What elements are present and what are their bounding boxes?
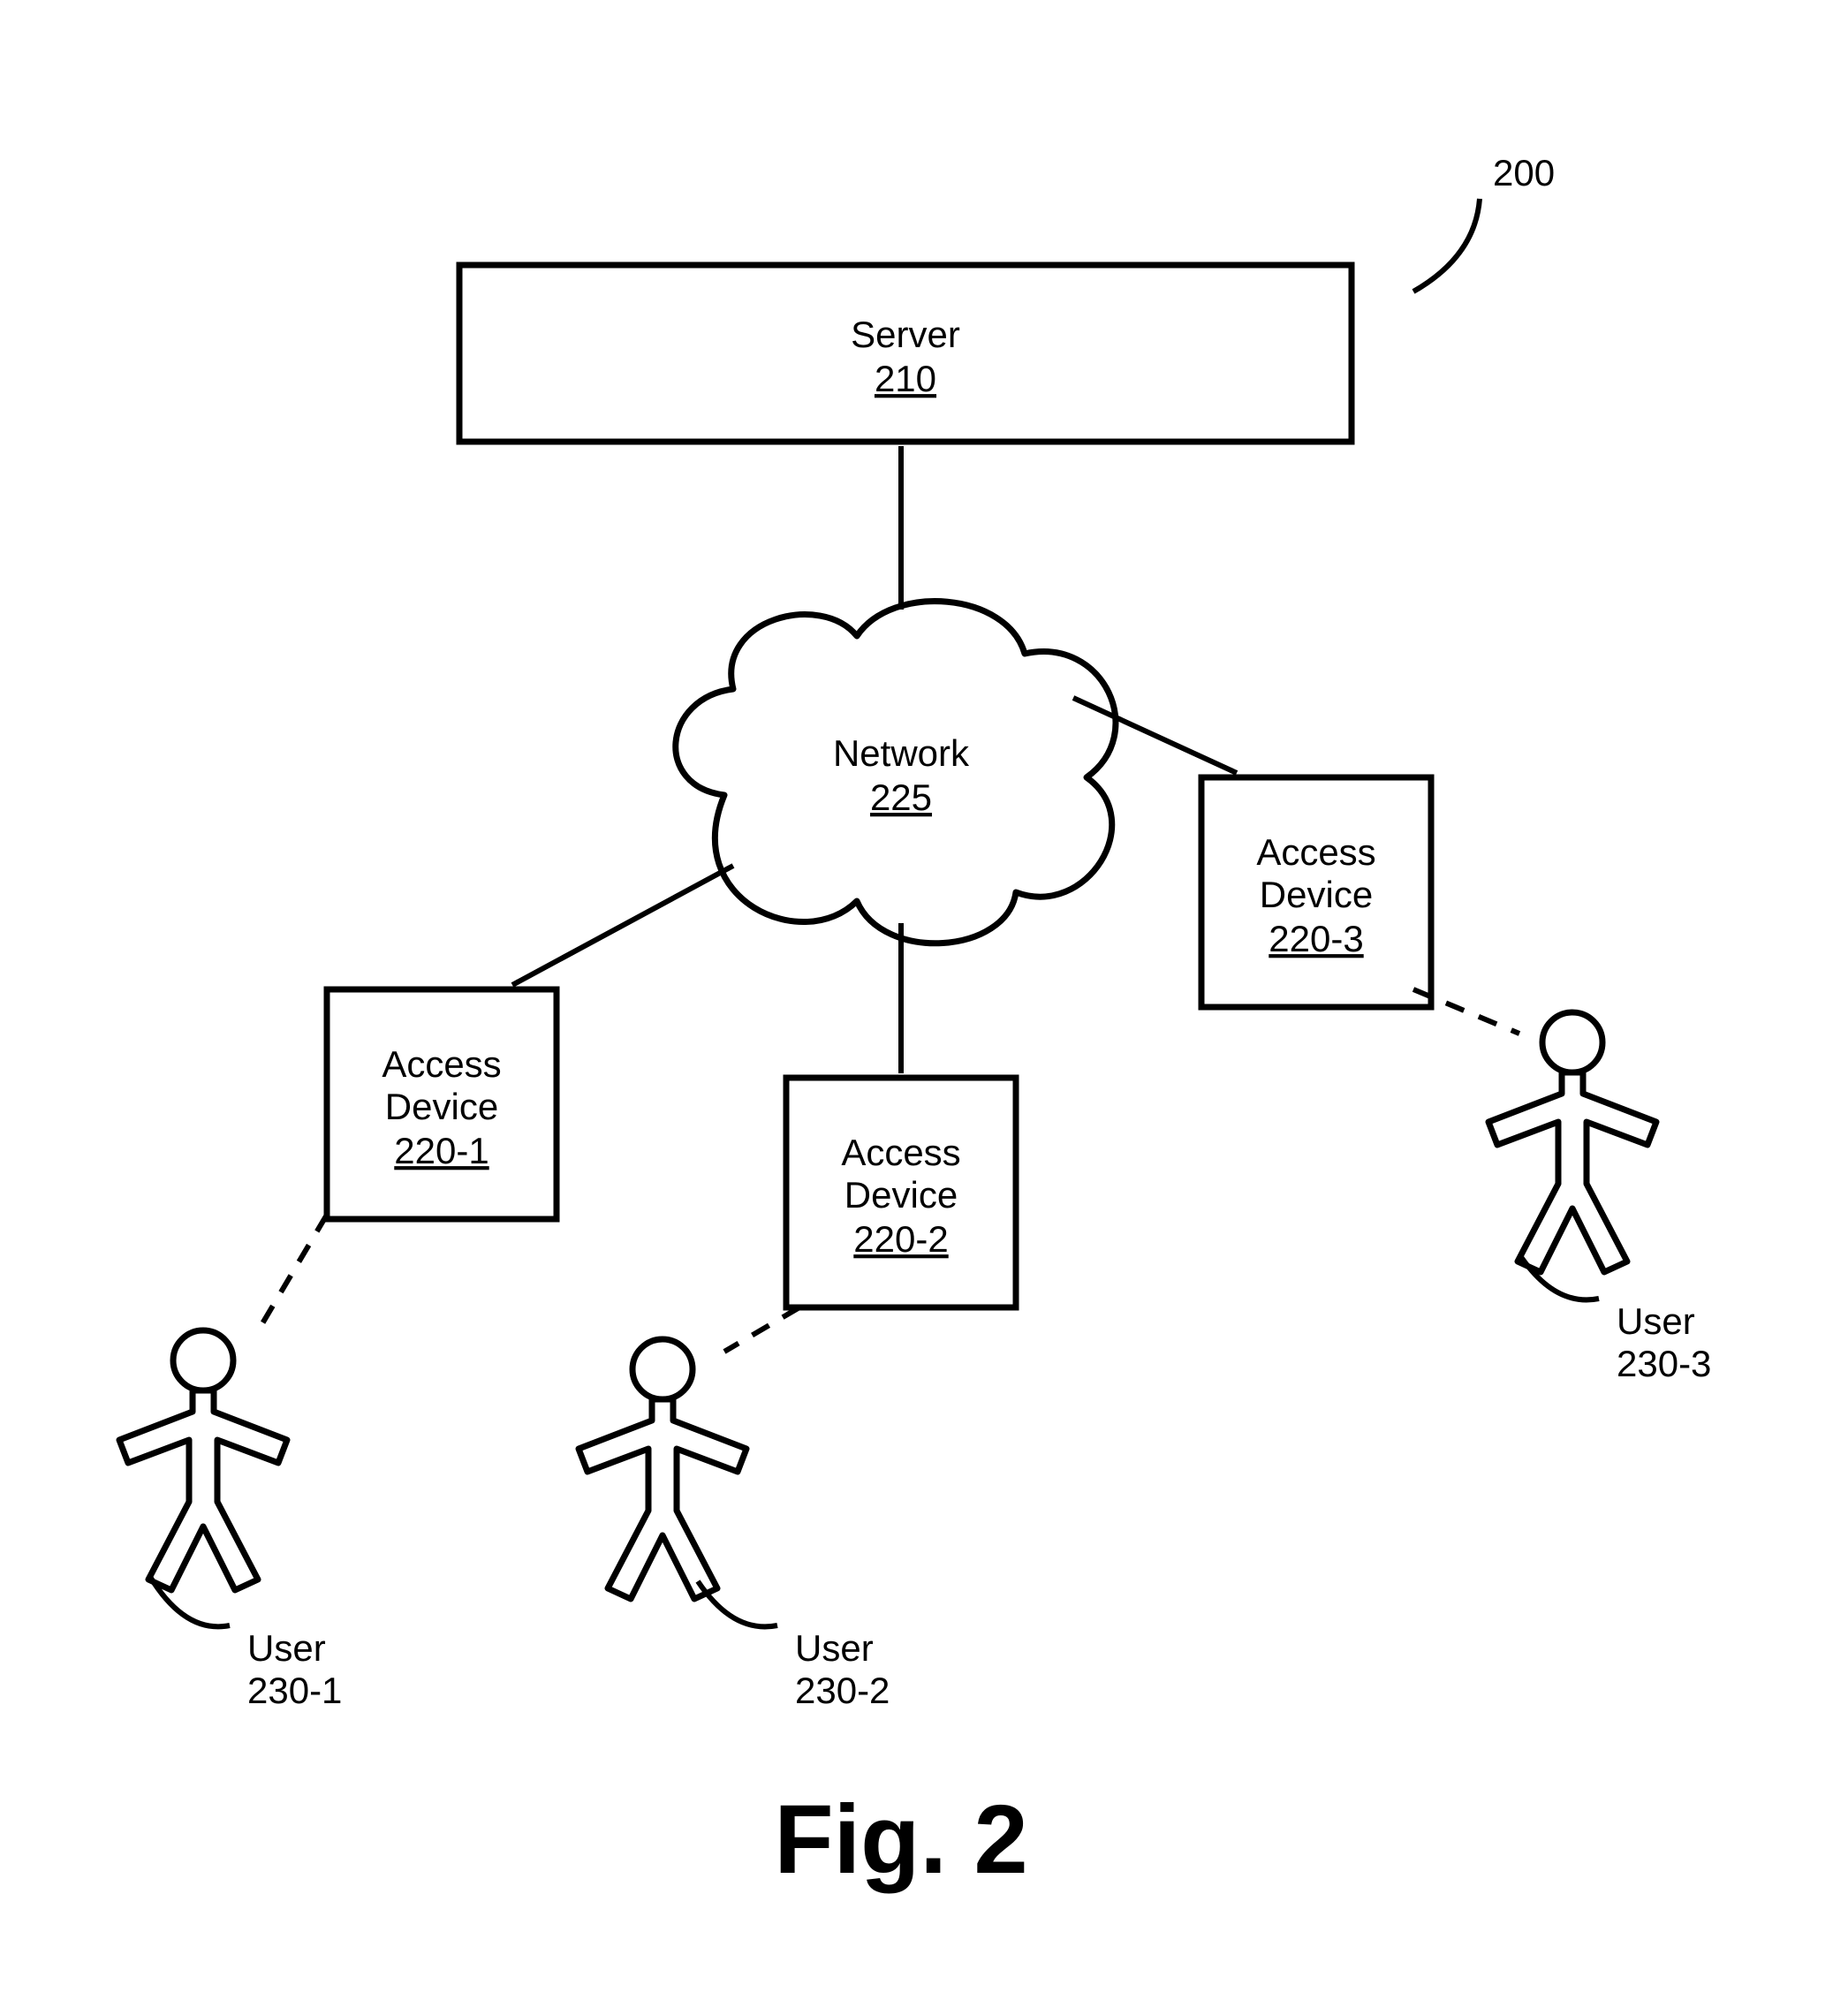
access-device-label2-2: Device — [844, 1174, 958, 1216]
access-device-label1-1: Access — [382, 1043, 501, 1085]
server-label: Server — [851, 314, 960, 355]
user-icon-3 — [1488, 1012, 1656, 1272]
arrow-a_net_d1 — [512, 866, 733, 985]
user-label-1: User — [247, 1627, 326, 1669]
user-icon-2 — [579, 1339, 746, 1599]
access-device-label1-3: Access — [1256, 831, 1375, 873]
user-link-du1 — [256, 1215, 327, 1334]
access-device-ref-2: 220-2 — [853, 1218, 948, 1260]
access-device-label2-1: Device — [385, 1086, 498, 1127]
figure-number: 200 — [1493, 152, 1555, 193]
access-device-label1-2: Access — [841, 1132, 960, 1173]
user-ref-3: 230-3 — [1617, 1343, 1711, 1384]
user-icon-1 — [119, 1330, 287, 1590]
user-ref-2: 230-2 — [795, 1670, 890, 1711]
access-device-label2-3: Device — [1260, 874, 1373, 915]
server-ref: 210 — [875, 358, 936, 399]
figure-number-leader — [1413, 199, 1480, 292]
user-link-du3 — [1413, 989, 1519, 1034]
figure-label: Fig. 2 — [774, 1785, 1027, 1894]
user-label-2: User — [795, 1627, 874, 1669]
network-label: Network — [833, 732, 970, 774]
network-ref: 225 — [870, 777, 932, 818]
user-ref-1: 230-1 — [247, 1670, 342, 1711]
user-label-3: User — [1617, 1300, 1695, 1342]
access-device-ref-3: 220-3 — [1269, 918, 1363, 959]
user-link-du2 — [724, 1307, 799, 1352]
access-device-ref-1: 220-1 — [394, 1130, 489, 1171]
